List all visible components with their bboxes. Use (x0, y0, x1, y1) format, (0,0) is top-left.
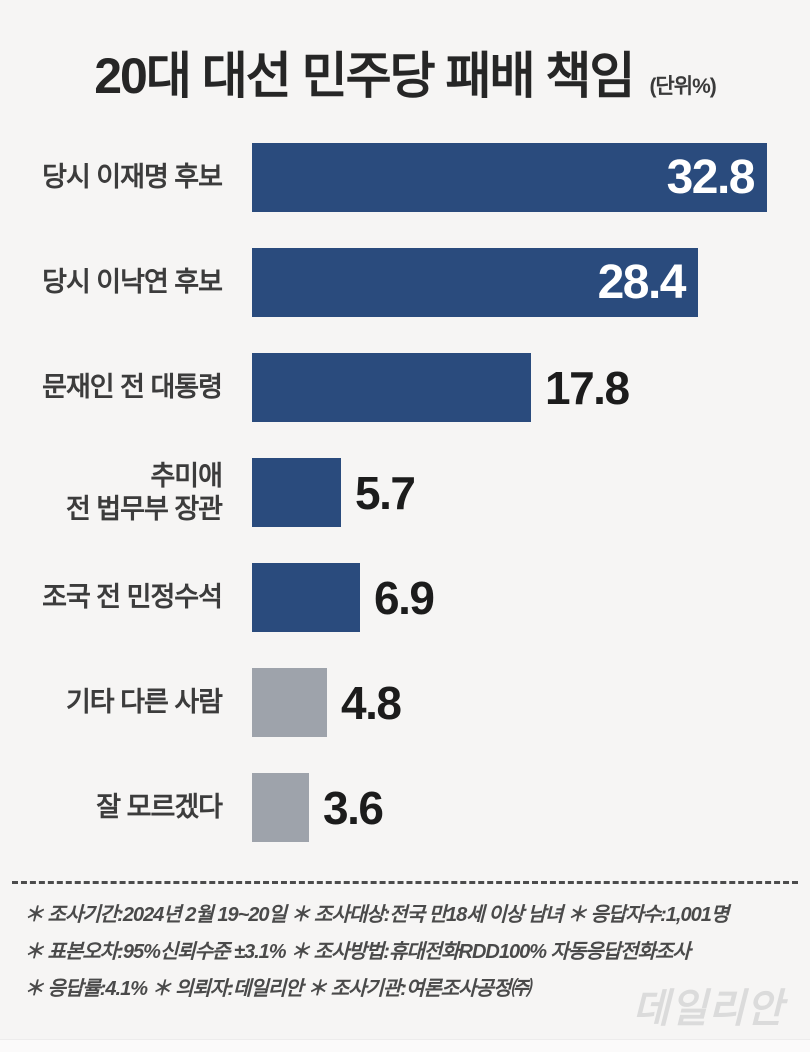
bar (252, 563, 360, 632)
bar: 28.4 (252, 248, 698, 317)
footnote-line: ＊ 표본오차:95%신뢰수준 ±3.1% ＊ 조사방법:휴대전화RDD100% … (24, 941, 691, 963)
category-label: 당시 이낙연 후보 (42, 267, 223, 298)
bar-row: 잘 모르겠다 3.6 (0, 773, 810, 842)
footnote-line: ＊ 조사기간:2024년 2월 19~20일 ＊ 조사대상:전국 만18세 이상… (24, 904, 729, 926)
bar-area: 3.6 (252, 773, 384, 842)
value-label: 4.8 (341, 676, 402, 729)
category-label: 기타 다른 사람 (65, 687, 223, 718)
chart-title-row: 20대 대선 민주당 패배 책임 (단위%) (0, 36, 810, 108)
bottom-strip (0, 1039, 810, 1052)
dailian-watermark-logo: 데일리안 (632, 987, 784, 1031)
value-label: 6.9 (374, 571, 435, 624)
bar-row: 추미애 전 법무부 장관 5.7 (0, 458, 810, 527)
bar-area: 32.8 (252, 143, 767, 212)
bar-area: 5.7 (252, 458, 416, 527)
bar-area: 4.8 (252, 668, 402, 737)
dashed-divider (12, 881, 798, 884)
footnote-line: ＊ 응답률:4.1% ＊ 의뢰자:데일리안 ＊ 조사기관:여론조사공정㈜ (24, 978, 530, 1000)
value-label: 28.4 (597, 256, 687, 309)
category-label: 문재인 전 대통령 (42, 372, 223, 403)
chart-title: 20대 대선 민주당 패배 책임 (94, 48, 635, 104)
category-label: 추미애 전 법무부 장관 (65, 461, 223, 524)
value-label: 3.6 (323, 781, 384, 834)
bar-row: 조국 전 민정수석 6.9 (0, 563, 810, 632)
unit-label: (단위%) (649, 75, 716, 98)
bar-row: 기타 다른 사람 4.8 (0, 668, 810, 737)
survey-footnotes: ＊ 조사기간:2024년 2월 19~20일 ＊ 조사대상:전국 만18세 이상… (24, 903, 786, 1014)
bar (252, 458, 341, 527)
horizontal-bar-chart: 당시 이재명 후보 32.8 당시 이낙연 후보 28.4 문재인 전 대통령 17.8 추… (0, 143, 810, 878)
value-label: 17.8 (545, 361, 630, 414)
bar-area: 17.8 (252, 353, 630, 422)
bar-row: 당시 이재명 후보 32.8 (0, 143, 810, 212)
bar (252, 353, 531, 422)
bar (252, 773, 309, 842)
category-label: 당시 이재명 후보 (42, 162, 223, 193)
category-label: 잘 모르겠다 (96, 792, 223, 823)
bar-row: 당시 이낙연 후보 28.4 (0, 248, 810, 317)
value-label: 5.7 (355, 466, 416, 519)
bar: 32.8 (252, 143, 767, 212)
bar (252, 668, 327, 737)
bar-area: 6.9 (252, 563, 435, 632)
bar-area: 28.4 (252, 248, 698, 317)
value-label: 32.8 (666, 151, 756, 204)
category-label: 조국 전 민정수석 (42, 582, 223, 613)
bar-row: 문재인 전 대통령 17.8 (0, 353, 810, 422)
